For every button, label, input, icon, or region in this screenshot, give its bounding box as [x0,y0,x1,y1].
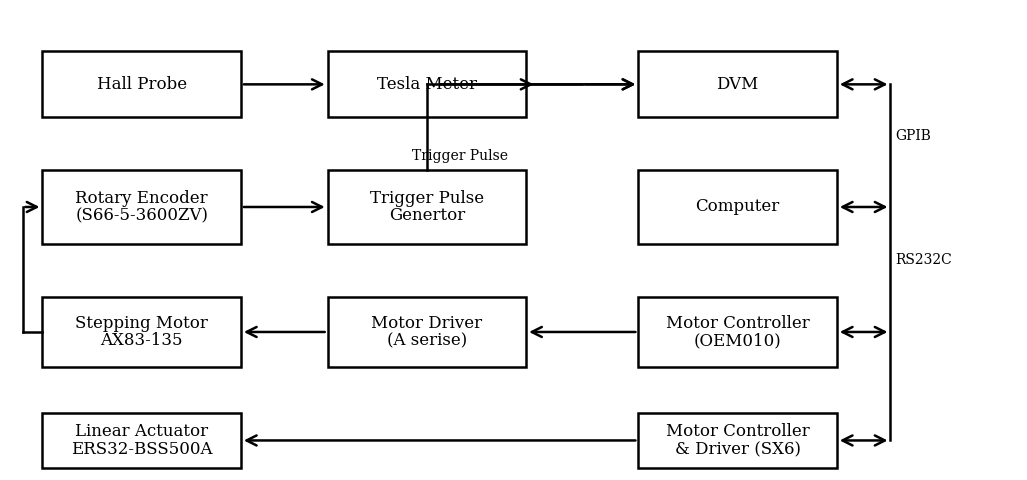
Bar [639,170,837,243]
Bar [639,51,837,118]
Text: Rotary Encoder: Rotary Encoder [75,190,208,206]
Bar [328,170,526,243]
Text: ERS32-BSS500A: ERS32-BSS500A [71,441,213,458]
Bar [328,297,526,367]
Text: Trigger Pulse: Trigger Pulse [413,149,508,163]
Text: Tesla Meter: Tesla Meter [377,76,477,93]
Bar [42,170,241,243]
Bar [639,297,837,367]
Text: Genertor: Genertor [389,207,465,225]
Text: Linear Actuator: Linear Actuator [75,423,208,440]
Text: (OEM010): (OEM010) [693,333,782,349]
Text: Motor Controller: Motor Controller [665,423,809,440]
Text: AX83-135: AX83-135 [101,333,183,349]
Bar [328,51,526,118]
Text: Motor Driver: Motor Driver [372,314,483,332]
Text: Computer: Computer [695,199,779,216]
Text: (A serise): (A serise) [387,333,467,349]
Bar [639,413,837,468]
Bar [42,413,241,468]
Text: RS232C: RS232C [896,253,952,267]
Text: & Driver (SX6): & Driver (SX6) [675,441,801,458]
Text: Stepping Motor: Stepping Motor [75,314,208,332]
Text: (S66-5-3600ZV): (S66-5-3600ZV) [75,207,208,225]
Text: Motor Controller: Motor Controller [665,314,809,332]
Bar [42,51,241,118]
Text: Hall Probe: Hall Probe [97,76,187,93]
Text: GPIB: GPIB [896,129,931,144]
Text: Trigger Pulse: Trigger Pulse [370,190,484,206]
Text: DVM: DVM [717,76,759,93]
Bar [42,297,241,367]
